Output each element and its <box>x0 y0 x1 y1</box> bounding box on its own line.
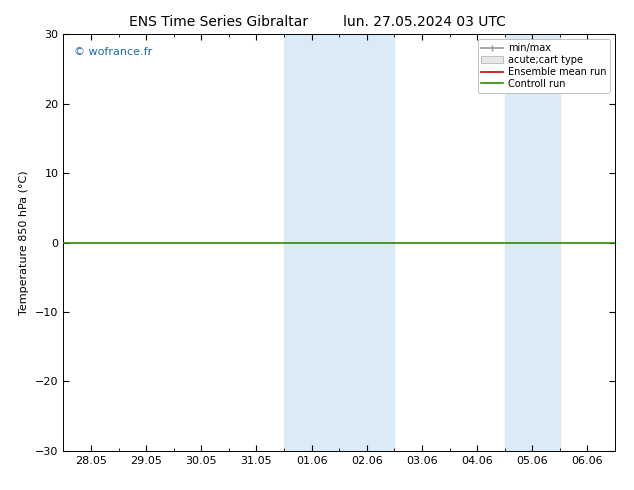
Text: ENS Time Series Gibraltar        lun. 27.05.2024 03 UTC: ENS Time Series Gibraltar lun. 27.05.202… <box>129 15 505 29</box>
Legend: min/max, acute;cart type, Ensemble mean run, Controll run: min/max, acute;cart type, Ensemble mean … <box>477 39 610 93</box>
Y-axis label: Temperature 850 hPa (°C): Temperature 850 hPa (°C) <box>20 170 30 315</box>
Bar <box>505 34 560 451</box>
Bar <box>284 34 394 451</box>
Text: © wofrance.fr: © wofrance.fr <box>74 47 153 57</box>
